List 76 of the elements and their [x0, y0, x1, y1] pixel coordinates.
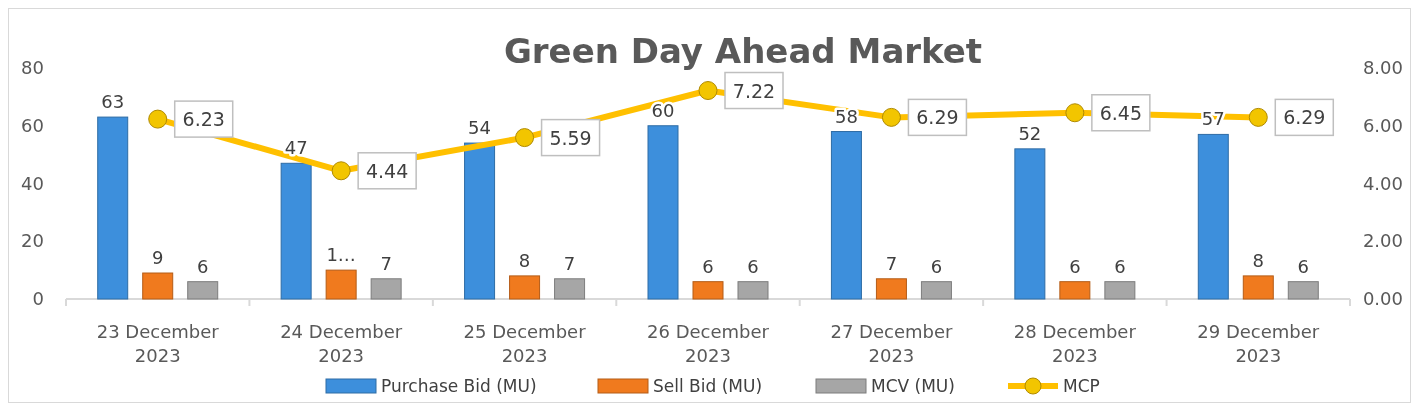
data-label: 6: [702, 255, 714, 277]
y2-tick-label: 8.00: [1362, 57, 1403, 78]
legend-label: Purchase Bid (MU): [381, 376, 537, 396]
bar: [1197, 133, 1229, 300]
x-tick-label: 25 December 2023: [463, 321, 587, 366]
x-tick-label: 26 December 2023: [647, 321, 770, 366]
point: [1065, 103, 1085, 123]
data-label: 60: [651, 99, 675, 121]
data-label: 47: [284, 137, 308, 159]
legend-label: MCP: [1063, 376, 1100, 396]
x-tick-label: 28 December 2023: [1013, 321, 1137, 366]
chart-title: Green Day Ahead Market: [503, 31, 983, 71]
point: [515, 128, 535, 148]
data-label: 4.44: [365, 159, 409, 182]
bar: [142, 272, 174, 300]
point: [698, 81, 718, 101]
data-label: 8: [518, 249, 531, 271]
data-label: 7.22: [732, 79, 776, 102]
bar: [464, 142, 496, 300]
bar: [97, 116, 129, 300]
bar: [280, 162, 312, 300]
bar: [920, 281, 952, 300]
bar: [875, 278, 907, 300]
data-label: 6: [1297, 255, 1310, 277]
x-tick-label: 27 December 2023: [830, 321, 954, 366]
data-label: 7: [380, 252, 392, 274]
bar: [647, 125, 679, 300]
data-label: 7: [885, 252, 898, 274]
bar: [830, 131, 862, 300]
data-label: 6.29: [1283, 106, 1326, 129]
data-label: 8: [1252, 249, 1265, 271]
y-tick-label: 60: [21, 114, 44, 136]
point: [881, 107, 901, 127]
bar: [509, 275, 541, 300]
data-label: 6: [1069, 255, 1081, 277]
bar: [1059, 281, 1091, 300]
data-label: 6: [747, 255, 759, 277]
data-label: 7: [563, 252, 576, 274]
data-label: 54: [468, 117, 492, 139]
x-tick-label: 24 December 2023: [280, 321, 403, 366]
y2-tick-label: 0.00: [1362, 288, 1403, 309]
y2-tick-label: 4.00: [1362, 172, 1403, 194]
y-tick-label: 0: [32, 288, 44, 309]
x-tick-label: 23 December 2023: [96, 321, 220, 366]
y-tick-label: 40: [21, 172, 44, 194]
y-tick-label: 80: [21, 57, 44, 78]
y2-tick-label: 6.00: [1362, 114, 1403, 136]
data-label: 6: [930, 255, 943, 277]
data-label: 6.45: [1099, 101, 1143, 124]
bar: [370, 278, 402, 300]
bar: [325, 269, 357, 300]
data-label: 52: [1018, 122, 1042, 144]
data-label: 6: [196, 255, 209, 277]
data-label: 9: [151, 247, 164, 269]
data-label: 6: [1114, 255, 1126, 277]
point: [1248, 107, 1268, 127]
legend-label: MCV (MU): [871, 376, 955, 396]
x-tick-label: 29 December 2023: [1197, 321, 1320, 366]
bar: [1104, 281, 1136, 300]
bar: [554, 278, 586, 300]
data-label: 63: [101, 91, 125, 113]
data-label: 5.59: [549, 126, 592, 149]
bar: [1287, 281, 1319, 300]
bar: [737, 281, 769, 300]
y-tick-label: 20: [21, 230, 44, 252]
data-label: 1…: [326, 244, 356, 266]
data-label: 6.23: [182, 108, 225, 131]
legend-label: Sell Bid (MU): [653, 376, 763, 396]
data-label: 6.29: [916, 106, 959, 129]
bar: [187, 281, 219, 300]
bar: [692, 281, 724, 300]
y2-tick-label: 2.00: [1362, 230, 1403, 252]
point: [331, 161, 351, 181]
bar: [1242, 275, 1274, 300]
bar: [1014, 148, 1046, 300]
point: [148, 109, 168, 129]
